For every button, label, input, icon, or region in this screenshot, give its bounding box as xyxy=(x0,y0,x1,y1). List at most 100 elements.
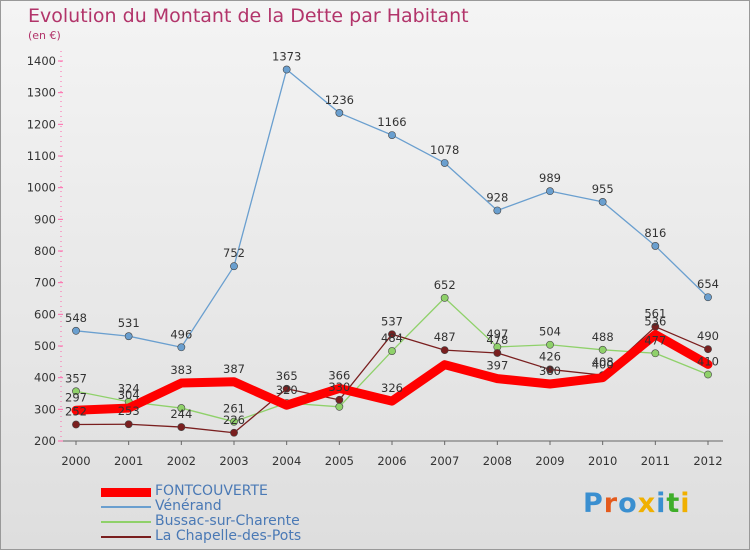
x-tick-label: 2000 xyxy=(61,454,90,468)
data-label: 261 xyxy=(223,402,245,416)
data-point xyxy=(335,402,344,411)
series-line xyxy=(71,330,713,415)
data-label: 955 xyxy=(592,182,614,196)
data-point xyxy=(493,349,502,357)
data-label: 226 xyxy=(223,413,245,427)
data-point xyxy=(72,387,80,396)
data-label: 357 xyxy=(65,371,87,385)
data-point xyxy=(282,384,291,393)
logo-letter: t xyxy=(666,488,681,519)
data-label: 548 xyxy=(65,311,87,325)
data-point xyxy=(440,293,449,302)
data-label: 537 xyxy=(381,314,403,328)
data-label: 496 xyxy=(170,327,192,341)
logo-letter: x xyxy=(637,488,657,519)
data-point xyxy=(282,65,291,74)
data-point xyxy=(230,428,238,437)
x-tick-label: 2004 xyxy=(272,454,301,468)
x-tick-label: 2003 xyxy=(219,454,248,468)
y-tick-label: 900 xyxy=(34,212,56,226)
chart-series xyxy=(71,65,713,437)
data-label: 1373 xyxy=(272,50,301,64)
logo-letter: i xyxy=(680,488,691,519)
data-label: 497 xyxy=(486,327,508,341)
data-point xyxy=(177,423,186,431)
logo-letter: P xyxy=(583,488,604,519)
legend-label: Vénérand xyxy=(155,498,222,514)
data-point xyxy=(230,417,238,426)
chart-data-labels: 297 304 383 387 366 326 397 380 400 536 548 531 496 7… xyxy=(65,50,719,427)
y-tick-label: 700 xyxy=(34,276,56,290)
x-tick-label: 2006 xyxy=(377,454,406,468)
data-label: 484 xyxy=(381,331,403,345)
data-point xyxy=(704,293,712,302)
data-point xyxy=(124,420,133,429)
legend-swatch xyxy=(101,536,151,538)
data-label: 330 xyxy=(328,380,350,394)
chart-axes: 200 300 400 500 600 700 800 900 1000 1100 1200 1300… xyxy=(27,51,723,468)
data-label: 297 xyxy=(65,390,87,404)
data-label: 1236 xyxy=(325,93,354,107)
x-tick-label: 2011 xyxy=(641,454,670,468)
data-point xyxy=(546,187,554,196)
legend-label: FONTCOUVERTE xyxy=(155,483,268,499)
data-label: 531 xyxy=(118,316,140,330)
data-label: 504 xyxy=(539,325,561,339)
x-tick-label: 2008 xyxy=(483,454,512,468)
logo-letter: i xyxy=(656,488,667,519)
legend-swatch xyxy=(101,521,151,523)
y-tick-label: 1200 xyxy=(27,117,56,131)
y-tick-label: 400 xyxy=(34,371,56,385)
data-label: 426 xyxy=(539,349,561,363)
data-point xyxy=(704,345,712,354)
data-point xyxy=(440,159,449,167)
data-point xyxy=(124,332,133,341)
y-tick-label: 200 xyxy=(34,434,56,448)
chart-unit: (en €) xyxy=(28,29,61,42)
data-label: 380 xyxy=(539,364,561,378)
data-label: 408 xyxy=(592,355,614,369)
proxiti-logo: Proxiti xyxy=(583,488,691,519)
data-point xyxy=(230,262,238,271)
y-tick-label: 500 xyxy=(34,339,56,353)
data-label: 478 xyxy=(486,333,508,347)
data-label: 654 xyxy=(697,277,719,291)
data-point xyxy=(72,326,80,335)
logo-letter: r xyxy=(603,488,619,519)
y-tick-label: 600 xyxy=(34,307,56,321)
data-label: 326 xyxy=(381,381,403,395)
data-label: 366 xyxy=(328,368,350,382)
data-label: 536 xyxy=(644,315,666,329)
data-point xyxy=(546,340,554,349)
data-label: 652 xyxy=(434,278,456,292)
data-label: 383 xyxy=(170,363,192,377)
data-label: 1078 xyxy=(430,143,459,157)
data-point xyxy=(598,198,607,206)
x-tick-label: 2010 xyxy=(588,454,617,468)
x-tick-label: 2002 xyxy=(167,454,196,468)
legend-label: Bussac-sur-Charente xyxy=(155,513,300,529)
chart-title: Evolution du Montant de la Dette par Hab… xyxy=(28,5,469,27)
data-label: 253 xyxy=(118,404,140,418)
data-point xyxy=(651,349,660,358)
data-point xyxy=(177,404,186,412)
data-label: 324 xyxy=(118,382,140,396)
y-tick-label: 1100 xyxy=(27,149,56,163)
x-tick-label: 2012 xyxy=(693,454,722,468)
x-tick-label: 2005 xyxy=(325,454,354,468)
data-label: 816 xyxy=(644,226,666,240)
data-label: 561 xyxy=(644,307,666,321)
data-label: 487 xyxy=(434,330,456,344)
data-label: 477 xyxy=(644,333,666,347)
legend-swatch xyxy=(101,506,151,508)
data-label: 410 xyxy=(697,355,719,369)
x-tick-label: 2007 xyxy=(430,454,459,468)
y-tick-label: 1400 xyxy=(27,54,56,68)
data-label: 989 xyxy=(539,171,561,185)
y-tick-label: 1300 xyxy=(27,86,56,100)
data-label: 252 xyxy=(65,405,87,419)
data-point xyxy=(335,395,344,404)
data-point xyxy=(335,109,344,117)
data-label: 1166 xyxy=(377,115,406,129)
data-point xyxy=(651,242,660,250)
